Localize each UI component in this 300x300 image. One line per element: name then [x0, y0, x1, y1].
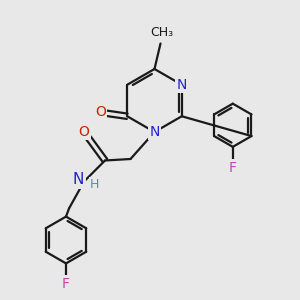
Text: F: F [62, 277, 70, 291]
Text: F: F [229, 161, 237, 175]
Text: O: O [79, 125, 89, 139]
Text: N: N [177, 78, 187, 92]
Text: N: N [73, 172, 84, 188]
Text: CH₃: CH₃ [150, 26, 174, 40]
Text: H: H [90, 178, 99, 191]
Text: N: N [149, 125, 160, 139]
Text: O: O [95, 105, 106, 119]
